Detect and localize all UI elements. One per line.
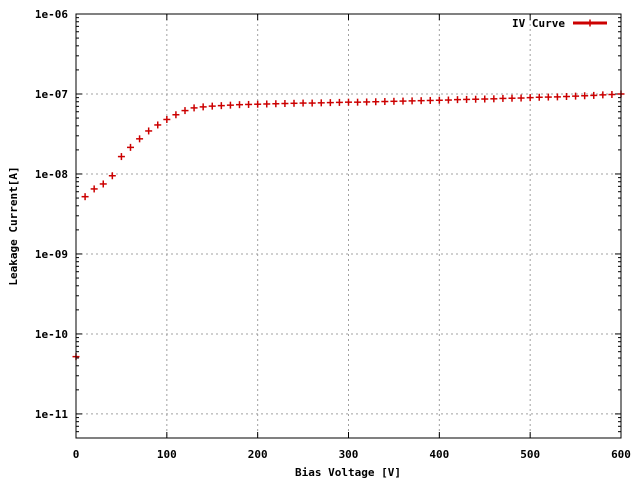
- data-point: [154, 121, 162, 129]
- x-tick-label: 500: [520, 448, 540, 461]
- data-point: [326, 99, 334, 107]
- data-point: [590, 91, 598, 99]
- data-point: [208, 102, 216, 110]
- data-point: [572, 92, 580, 100]
- data-point: [372, 98, 380, 106]
- x-tick-labels: 0 100 200 300 400 500 600: [73, 448, 631, 461]
- x-tick-label: 300: [339, 448, 359, 461]
- data-point: [199, 103, 207, 111]
- data-point: [81, 193, 89, 201]
- legend: IV Curve: [512, 17, 607, 30]
- data-points: [72, 90, 625, 361]
- data-point: [381, 98, 389, 106]
- data-point: [136, 135, 144, 143]
- data-point: [181, 107, 189, 115]
- data-point: [236, 101, 243, 109]
- y-tick-label: 1e-07: [35, 88, 68, 101]
- data-point: [172, 111, 180, 119]
- x-axis-label: Bias Voltage [V]: [295, 466, 401, 479]
- data-point: [599, 91, 607, 99]
- data-point: [553, 93, 561, 101]
- data-point: [581, 92, 589, 100]
- data-point: [254, 100, 262, 108]
- data-point: [508, 94, 516, 102]
- data-point: [399, 97, 407, 105]
- y-tick-label: 1e-10: [35, 328, 68, 341]
- data-point: [472, 95, 480, 103]
- data-point: [108, 172, 116, 180]
- y-tick-label: 1e-06: [35, 8, 68, 21]
- data-point: [435, 96, 443, 104]
- data-point: [226, 101, 234, 109]
- data-point: [535, 93, 543, 101]
- x-tick-label: 200: [248, 448, 268, 461]
- data-point: [217, 102, 225, 110]
- data-point: [354, 98, 362, 106]
- data-point: [544, 93, 552, 101]
- data-point: [526, 94, 534, 102]
- data-point: [335, 98, 343, 106]
- x-tick-label: 400: [429, 448, 449, 461]
- y-tick-label: 1e-08: [35, 168, 68, 181]
- data-point: [290, 99, 298, 107]
- data-point: [272, 100, 280, 108]
- data-point: [245, 100, 253, 108]
- data-point: [145, 127, 153, 135]
- data-point: [454, 96, 461, 104]
- y-axis-label: Leakage Current[A]: [7, 166, 20, 285]
- legend-label: IV Curve: [512, 17, 565, 30]
- data-point: [499, 94, 507, 102]
- data-point: [608, 91, 616, 99]
- data-point: [417, 97, 425, 105]
- data-point: [281, 100, 289, 108]
- data-point: [517, 94, 525, 102]
- data-point: [408, 97, 416, 105]
- x-tick-label: 600: [611, 448, 631, 461]
- data-point: [90, 185, 98, 193]
- data-point: [345, 98, 352, 106]
- data-point: [363, 98, 371, 106]
- data-point: [463, 95, 471, 103]
- data-point: [308, 99, 316, 107]
- data-point: [263, 100, 271, 108]
- data-point: [390, 97, 398, 105]
- data-point: [117, 153, 125, 161]
- x-tick-label: 100: [157, 448, 177, 461]
- data-point: [299, 99, 307, 107]
- data-point: [444, 96, 452, 104]
- y-tick-label: 1e-09: [35, 248, 68, 261]
- x-tick-label: 0: [73, 448, 80, 461]
- data-point: [163, 115, 171, 123]
- data-point: [426, 96, 434, 104]
- data-point: [481, 95, 489, 103]
- y-tick-labels: 1e-11 1e-10 1e-09 1e-08 1e-07 1e-06: [35, 8, 68, 421]
- grid-lines: [76, 14, 621, 438]
- data-point: [563, 93, 570, 101]
- data-point: [127, 143, 134, 151]
- data-point: [99, 180, 107, 188]
- data-point: [490, 95, 498, 103]
- legend-marker: [586, 19, 594, 27]
- y-tick-label: 1e-11: [35, 408, 68, 421]
- data-point: [317, 99, 325, 107]
- legend-marker-plus: [586, 19, 594, 27]
- plot-frame: [75, 13, 622, 439]
- data-point: [190, 104, 198, 112]
